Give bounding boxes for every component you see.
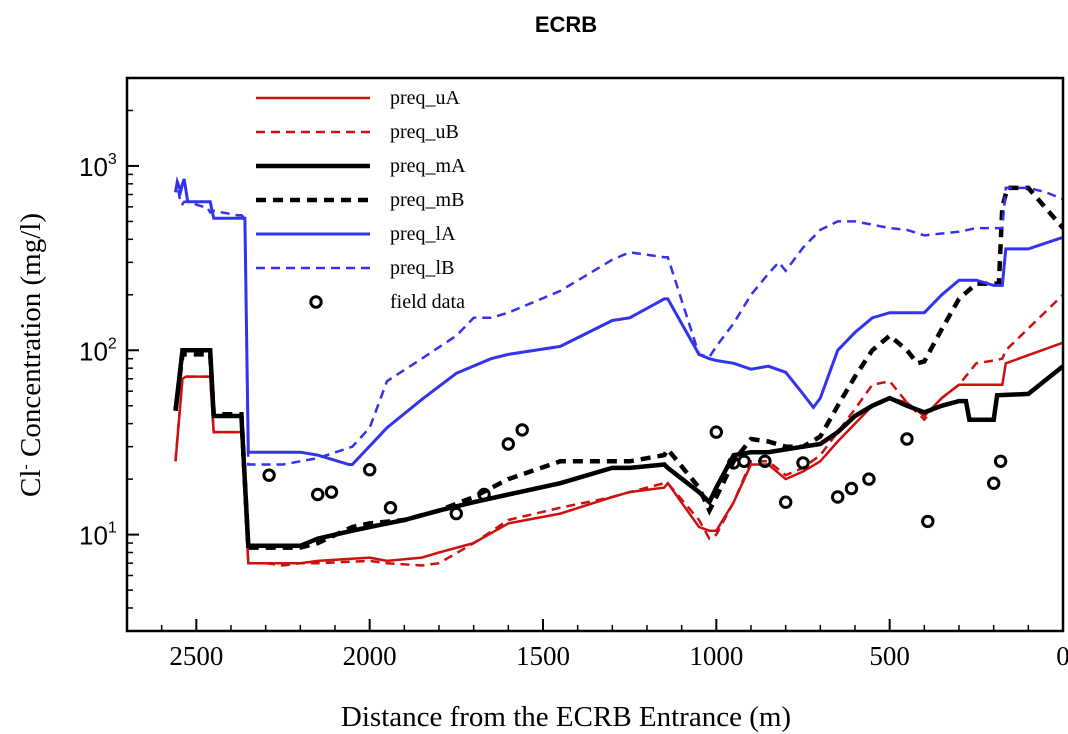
field-data-point	[515, 423, 529, 437]
field-data-point	[737, 454, 751, 468]
field-data-point	[921, 514, 935, 529]
y-axis: 101 102 103	[79, 77, 139, 632]
field-data-point	[900, 432, 914, 446]
x-tick-label: 1000	[689, 641, 743, 671]
field-data-point	[262, 468, 276, 482]
x-tick-label: 500	[869, 641, 910, 671]
legend-label: preq_uB	[390, 121, 459, 143]
x-tick-label: 2000	[343, 641, 397, 671]
plot-series-group	[173, 176, 1063, 567]
field-data-point	[862, 472, 876, 486]
legend-label: preq_mB	[390, 189, 464, 211]
legend: preq_uA preq_uB preq_mA preq_mB preq_lA preq_…	[256, 87, 466, 313]
field-data-point	[796, 456, 810, 470]
legend-label: preq_mA	[390, 155, 466, 177]
field-data-point	[987, 476, 1001, 490]
legend-marker	[309, 295, 323, 309]
series-line-preq-mb	[173, 185, 1063, 550]
y-axis-label: Cl- Concentration (mg/l)	[15, 213, 47, 497]
series-line-preq-lb	[174, 183, 1063, 466]
y-axis-label-text: Cl- Concentration (mg/l)	[15, 213, 47, 497]
field-data-point	[449, 506, 463, 521]
y-tick-label: 103	[79, 151, 117, 182]
legend-label: field data	[390, 291, 465, 313]
field-data-point	[844, 481, 859, 496]
field-data-point	[363, 463, 377, 477]
field-data-point	[779, 495, 793, 509]
field-data-point	[709, 425, 723, 439]
series-line-preq-la	[174, 176, 1063, 466]
legend-label: preq_lA	[390, 223, 456, 245]
field-data-point	[758, 454, 772, 468]
field-data-point	[993, 454, 1008, 468]
x-tick-label: 2500	[169, 641, 223, 671]
field-data-point	[383, 501, 398, 515]
y-tick-label: 102	[79, 335, 117, 366]
x-axis-label: Distance from the ECRB Entrance (m)	[341, 701, 791, 733]
legend-label: preq_uA	[390, 87, 461, 109]
chart-title: ECRB	[535, 12, 597, 37]
field-data-point	[477, 487, 491, 502]
plot-frame	[125, 76, 1065, 633]
legend-label: preq_lB	[390, 257, 454, 279]
x-tick-label: 0	[1056, 641, 1068, 671]
y-tick-label: 101	[79, 520, 117, 551]
field-data-point	[831, 490, 845, 504]
field-data-point	[324, 485, 339, 499]
x-axis: 2500 2000 1500 1000 500 0	[126, 619, 1068, 671]
field-data-point	[311, 487, 325, 502]
x-tick-label: 1500	[516, 641, 570, 671]
field-data-point	[501, 437, 515, 451]
